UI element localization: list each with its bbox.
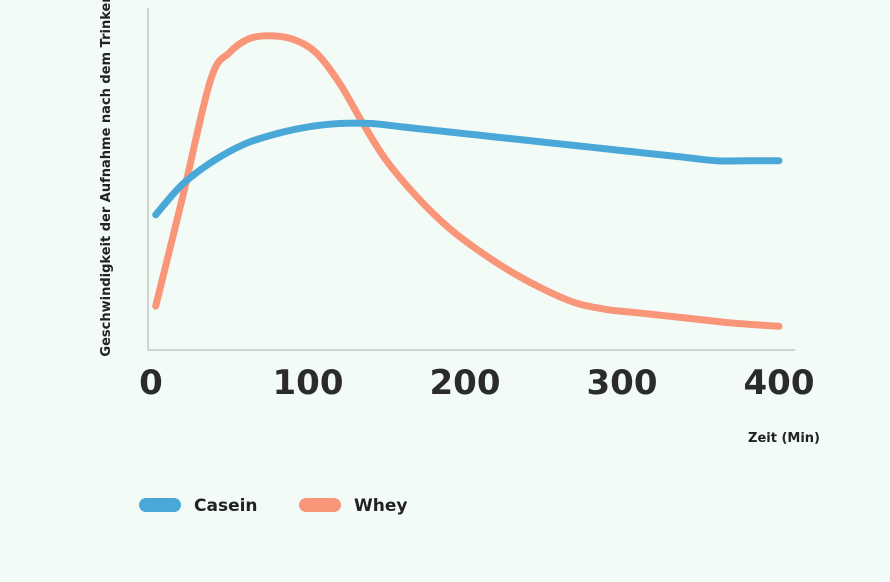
legend: Casein Whey — [139, 496, 407, 516]
series-layer — [152, 32, 783, 330]
legend-label-whey: Whey — [354, 496, 407, 516]
legend-label-casein: Casein — [194, 496, 258, 516]
x-tick-label: 0 — [139, 363, 163, 403]
x-tick-label: 200 — [430, 363, 501, 403]
x-tick-label: 300 — [587, 363, 658, 403]
x-axis-label: Zeit (Min) — [748, 431, 820, 446]
y-axis-label: Geschwindigkeit der Aufnahme nach dem Tr… — [99, 0, 114, 357]
series-line-casein — [152, 119, 783, 219]
x-tick-label: 100 — [273, 363, 344, 403]
series-line-whey — [152, 32, 783, 330]
x-ticks: 0 100 200 300 400 — [139, 363, 814, 403]
x-tick-label: 400 — [744, 363, 815, 403]
